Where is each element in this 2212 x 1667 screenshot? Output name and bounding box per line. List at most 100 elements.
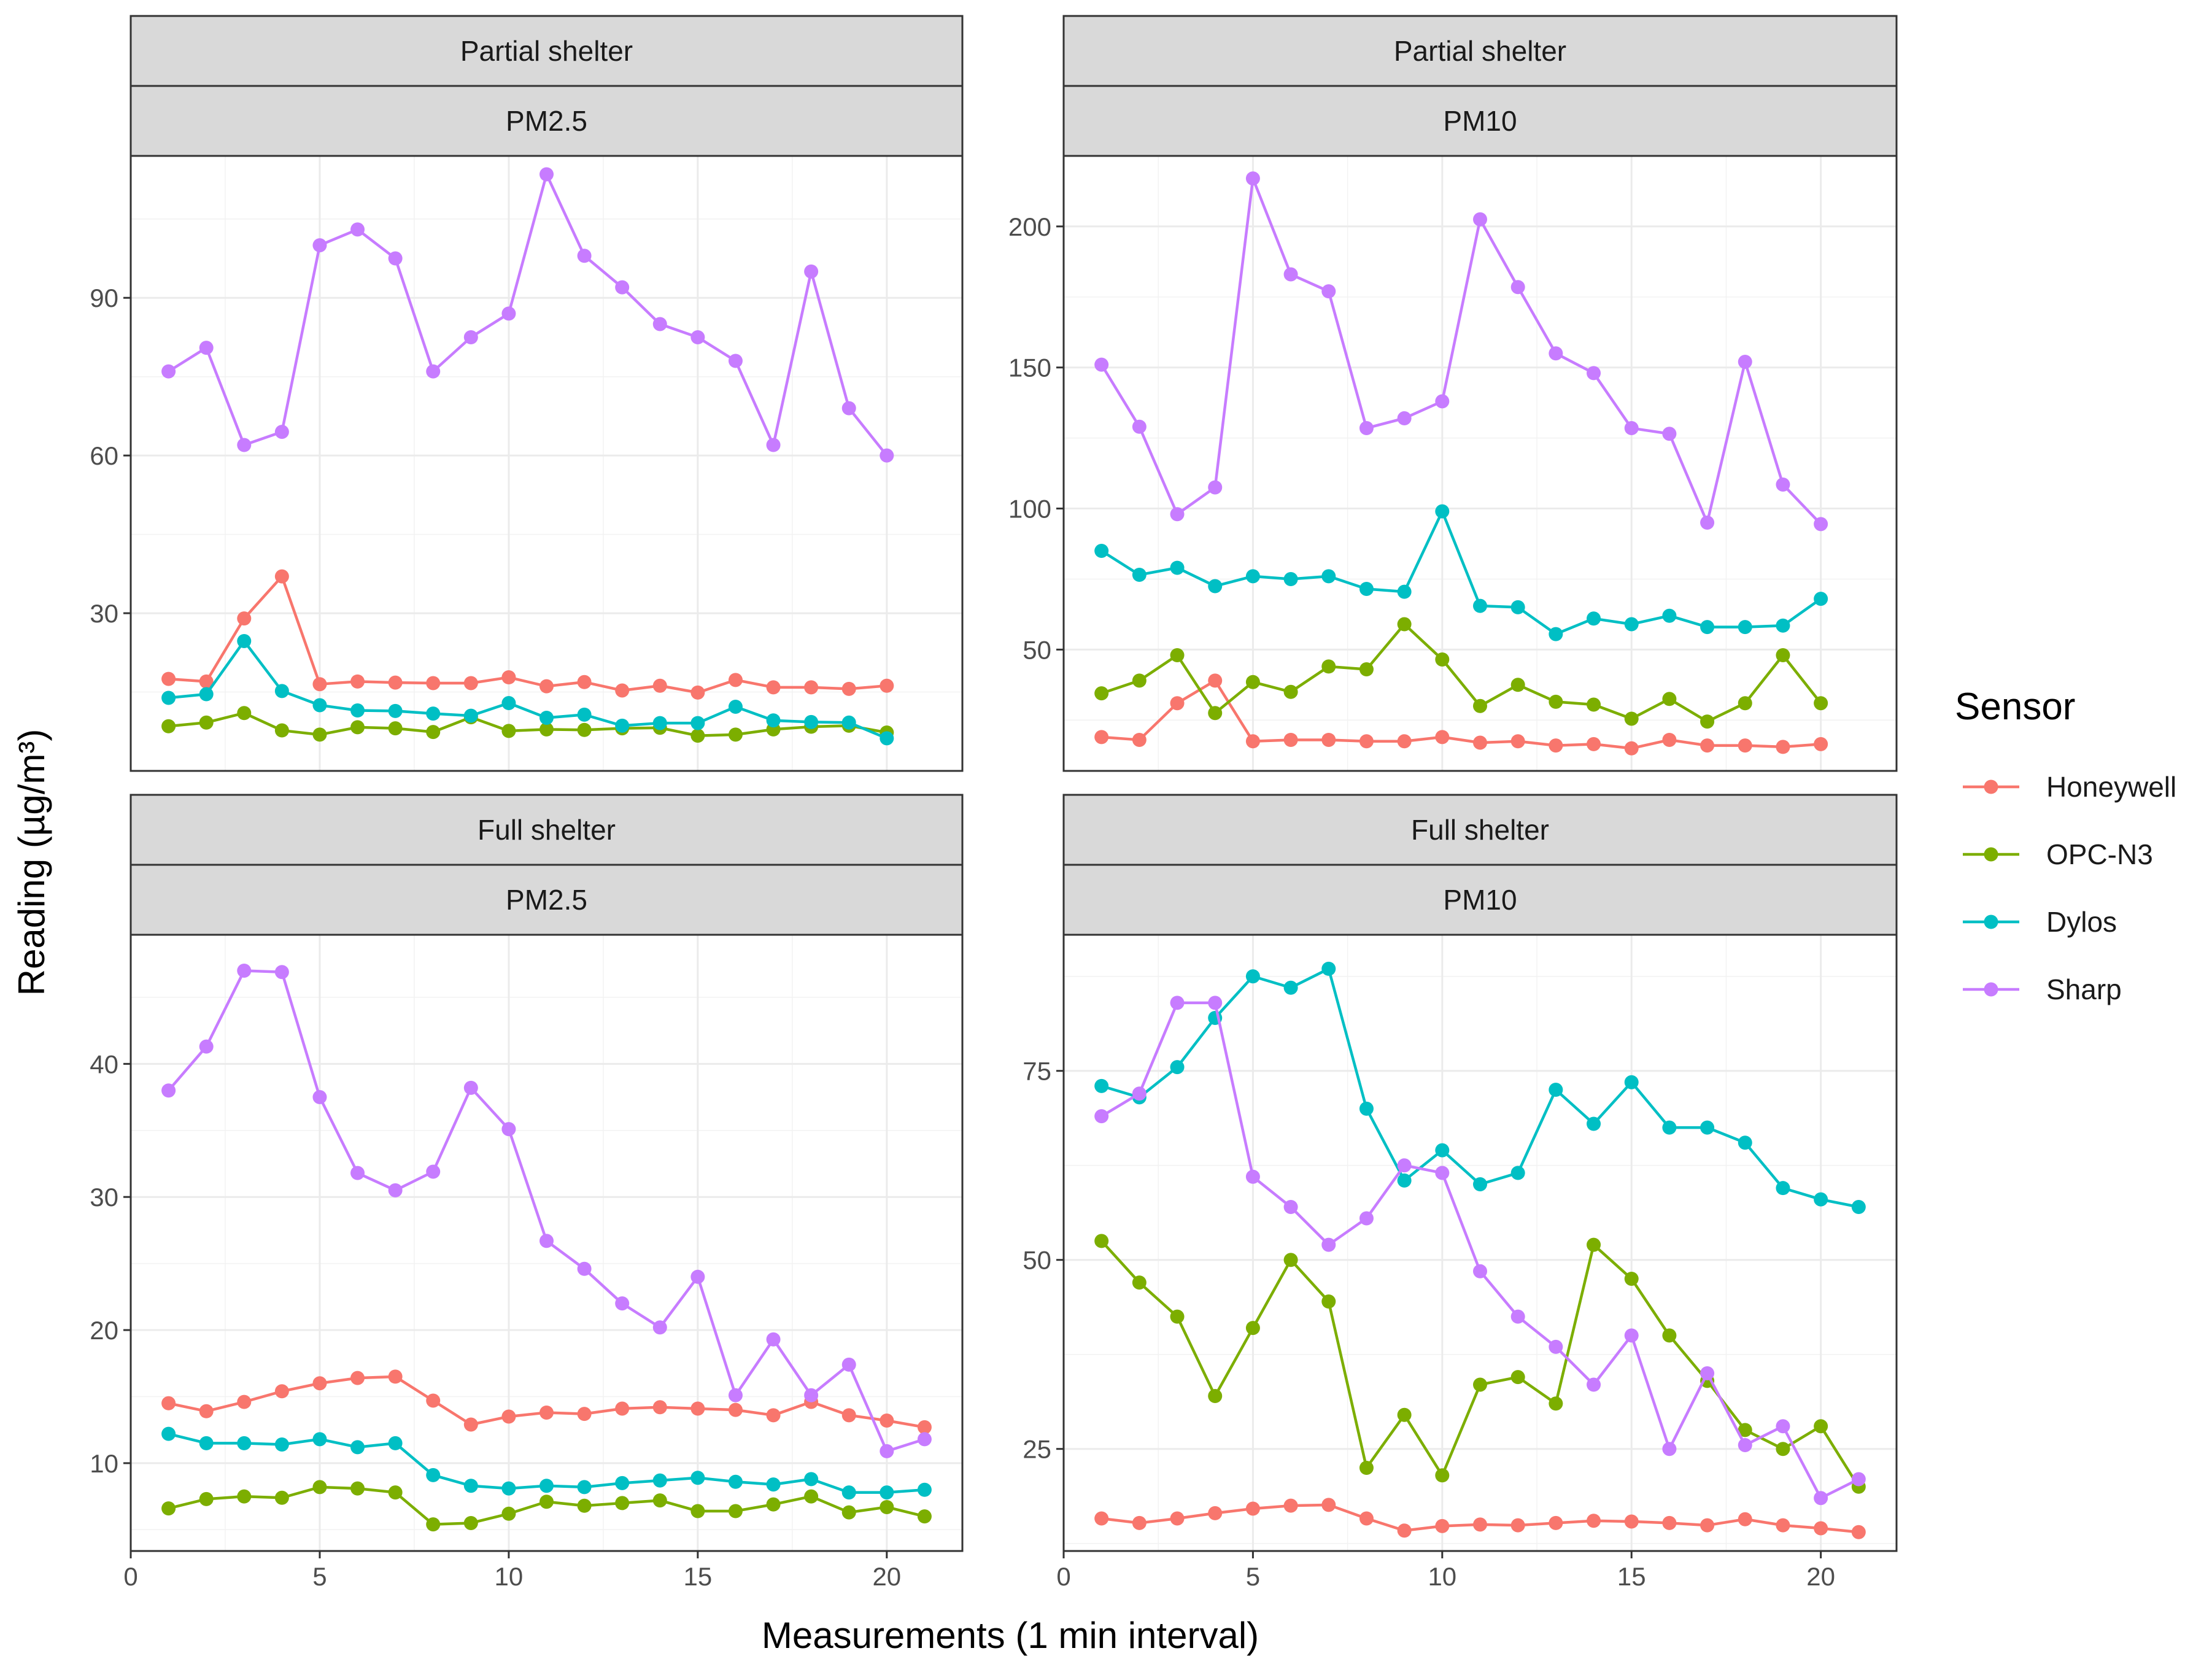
panel-2-strip-top-label: Partial shelter: [1394, 35, 1566, 67]
panel-1-point-sharp-5: [312, 238, 327, 253]
x-axis-title: Measurements (1 min interval): [762, 1615, 1259, 1656]
panel-2-point-dylos-10: [1435, 504, 1450, 519]
panel-2-point-sharp-5: [1245, 171, 1260, 186]
panel-1-point-sharp-14: [652, 317, 667, 331]
panel-4-point-dylos-18: [1738, 1135, 1752, 1150]
panel-3-point-dylos-20: [880, 1485, 894, 1500]
panel-2-point-opc-n3-15: [1624, 711, 1639, 726]
panel-1-point-honeywell-14: [652, 678, 667, 693]
panel-1-point-honeywell-2: [199, 674, 214, 689]
panel-2-point-sharp-7: [1321, 284, 1336, 299]
panel-1-point-opc-n3-8: [426, 725, 441, 740]
panel-1-point-opc-n3-10: [501, 724, 516, 738]
panel-4-point-dylos-20: [1814, 1192, 1828, 1207]
panel-3-point-sharp-4: [274, 965, 289, 980]
panel-3-strip-top-label: Full shelter: [478, 814, 616, 846]
panel-2-point-sharp-1: [1094, 357, 1109, 372]
panel-3-point-sharp-18: [804, 1388, 819, 1402]
panel-4-point-dylos-9: [1397, 1173, 1412, 1188]
panel-4-point-opc-n3-14: [1587, 1237, 1601, 1252]
panel-1-point-dylos-20: [880, 731, 894, 746]
panel-1-series-sharp: [161, 167, 894, 463]
panel-3-point-opc-n3-7: [388, 1485, 403, 1500]
panel-4-point-sharp-5: [1245, 1169, 1260, 1184]
panel-4-point-honeywell-3: [1170, 1511, 1185, 1526]
panel-1-point-honeywell-4: [274, 569, 289, 584]
panel-2-plot-bg: [1064, 156, 1897, 771]
panel-4-point-opc-n3-8: [1359, 1460, 1374, 1475]
panel-1-strip-top-label: Partial shelter: [460, 35, 633, 67]
panel-4-strip-top-bg: [1062, 794, 1898, 866]
panel-2-point-opc-n3-9: [1397, 617, 1412, 632]
panel-3-point-opc-n3-12: [577, 1498, 592, 1513]
panel-4-point-sharp-13: [1549, 1339, 1563, 1354]
panel-4-plot-bg: [1064, 935, 1897, 1551]
panel-2-point-honeywell-5: [1245, 734, 1260, 749]
panel-4-point-opc-n3-12: [1510, 1370, 1525, 1385]
panel-4-point-opc-n3-18: [1738, 1423, 1752, 1437]
panel-1-point-honeywell-9: [463, 676, 478, 690]
panel-3-point-honeywell-15: [690, 1401, 705, 1416]
panel-3-point-honeywell-6: [350, 1371, 365, 1385]
panel-2-point-opc-n3-1: [1094, 686, 1109, 701]
panel-1-point-opc-n3-12: [577, 722, 592, 737]
panel-4-point-honeywell-13: [1549, 1515, 1563, 1530]
panel-4-point-opc-n3-20: [1814, 1419, 1828, 1434]
panel-4: Full shelter PM10 25 50 75 0 5 10 15 20: [1023, 794, 1898, 1591]
panel-3-point-sharp-9: [463, 1080, 478, 1095]
panel-4-point-sharp-2: [1132, 1086, 1147, 1101]
panel-3-x-tick-label-10: 10: [495, 1562, 524, 1591]
legend-label-dylos: Dylos: [2046, 906, 2117, 938]
panel-3-point-sharp-8: [426, 1164, 441, 1179]
panel-3-point-dylos-7: [388, 1436, 403, 1450]
panel-1-point-opc-n3-15: [690, 729, 705, 743]
panel-3-point-honeywell-10: [501, 1409, 516, 1424]
panel-2-point-sharp-9: [1397, 411, 1412, 425]
panel-1-plot-bg: [131, 156, 962, 771]
panel-1-point-honeywell-10: [501, 670, 516, 685]
panel-3-point-honeywell-5: [312, 1376, 327, 1391]
panel-1-point-honeywell-19: [841, 681, 856, 696]
panel-4-point-sharp-12: [1510, 1309, 1525, 1324]
panel-1-point-opc-n3-3: [237, 706, 252, 721]
panel-1-point-opc-n3-1: [161, 719, 176, 733]
panel-1-point-dylos-19: [841, 715, 856, 730]
panel-3-point-opc-n3-13: [615, 1496, 630, 1510]
panel-1-point-honeywell-12: [577, 675, 592, 689]
panel-4-point-opc-n3-4: [1208, 1388, 1223, 1403]
panel-4-point-dylos-1: [1094, 1078, 1109, 1093]
panel-4-point-sharp-6: [1283, 1199, 1298, 1214]
legend-key-point-opc-n3: [1984, 847, 1998, 862]
panel-1-point-dylos-11: [539, 711, 554, 725]
panel-4-point-opc-n3-16: [1662, 1328, 1677, 1343]
panel-2-point-honeywell-18: [1738, 738, 1752, 753]
panel-1-point-dylos-4: [274, 684, 289, 698]
panel-4-point-dylos-14: [1587, 1116, 1601, 1131]
panel-2-point-dylos-3: [1170, 560, 1185, 575]
panel-4-point-opc-n3-15: [1624, 1272, 1639, 1286]
panel-3-point-sharp-2: [199, 1039, 214, 1054]
panel-3-point-sharp-15: [690, 1269, 705, 1284]
panel-2-point-opc-n3-14: [1587, 697, 1601, 712]
panel-4-point-honeywell-7: [1321, 1498, 1336, 1512]
panel-3-point-dylos-5: [312, 1432, 327, 1447]
panel-3-point-dylos-3: [237, 1436, 252, 1450]
panel-1-y-tick-label-90: 90: [90, 284, 118, 312]
panel-4-x-tick-label-10: 10: [1428, 1562, 1456, 1591]
panel-4-point-dylos-11: [1473, 1177, 1487, 1192]
panel-2-point-opc-n3-13: [1549, 694, 1563, 709]
panel-1-point-sharp-19: [841, 401, 856, 416]
panel-4-point-sharp-20: [1814, 1491, 1828, 1506]
panel-2-point-sharp-8: [1359, 421, 1374, 436]
panel-2-point-opc-n3-2: [1132, 673, 1147, 688]
panel-2-point-honeywell-2: [1132, 732, 1147, 747]
panel-3-point-dylos-1: [161, 1426, 176, 1441]
panel-3-point-honeywell-16: [728, 1402, 743, 1417]
panel-1-point-sharp-15: [690, 330, 705, 344]
panel-2-strip-top-bg: [1062, 15, 1898, 87]
panel-2-point-sharp-17: [1700, 516, 1715, 530]
panel-1-point-dylos-14: [652, 716, 667, 730]
panel-3-point-opc-n3-1: [161, 1501, 176, 1516]
